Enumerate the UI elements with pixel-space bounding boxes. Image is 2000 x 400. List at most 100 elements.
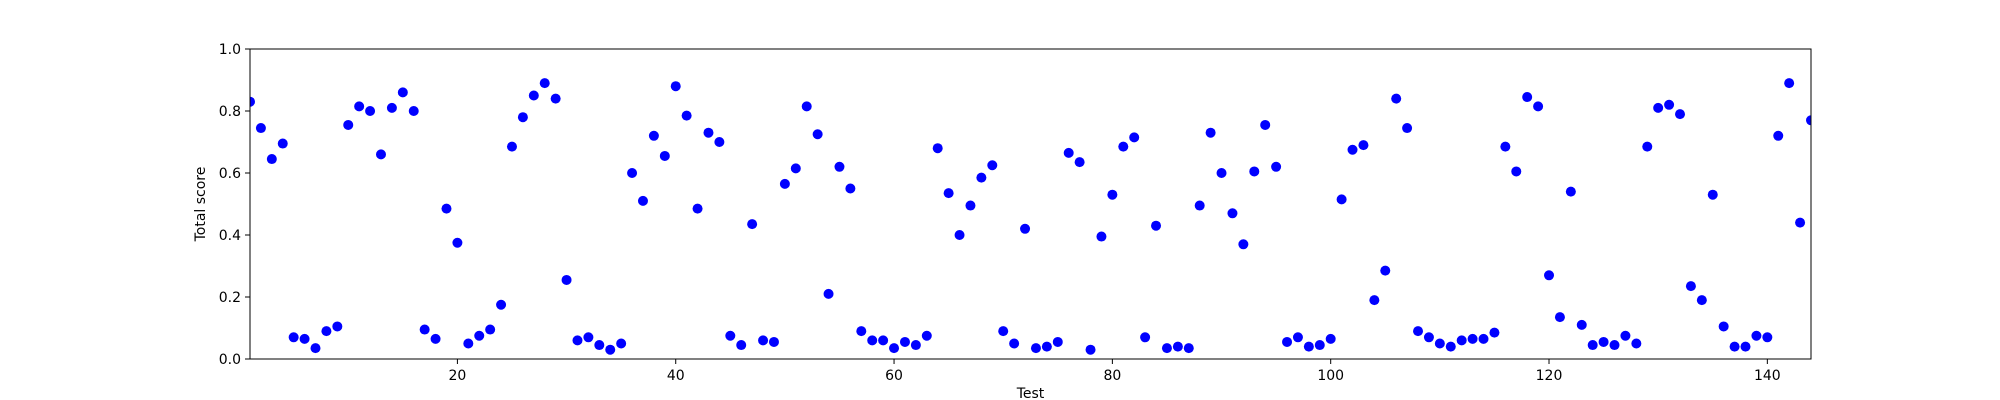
y-axis-ticks: 0.0 0.2 0.4 0.6 0.8 1.0 bbox=[219, 42, 250, 368]
data-point bbox=[1020, 223, 1031, 234]
data-point bbox=[1533, 101, 1544, 112]
data-point bbox=[1183, 343, 1194, 354]
data-point bbox=[1292, 332, 1303, 343]
scatter-points bbox=[250, 78, 1811, 355]
data-point bbox=[1336, 194, 1347, 205]
data-point bbox=[1271, 161, 1282, 172]
data-point bbox=[1282, 336, 1293, 347]
data-point bbox=[1063, 147, 1074, 158]
data-point bbox=[1402, 123, 1413, 134]
data-point bbox=[485, 324, 496, 335]
data-point bbox=[823, 288, 834, 299]
x-axis-ticks: 20 40 60 80 100 120 140 bbox=[448, 359, 1781, 384]
data-point bbox=[1074, 157, 1085, 168]
data-point bbox=[768, 336, 779, 347]
data-point bbox=[605, 344, 616, 355]
data-point bbox=[812, 129, 823, 140]
data-point bbox=[659, 150, 670, 161]
data-point bbox=[386, 102, 397, 113]
data-point bbox=[1249, 166, 1260, 177]
data-point bbox=[779, 178, 790, 189]
data-point bbox=[1151, 220, 1162, 231]
data-point bbox=[288, 332, 299, 343]
data-point bbox=[1718, 321, 1729, 332]
data-point bbox=[1806, 115, 1811, 126]
data-point bbox=[714, 137, 725, 147]
data-point bbox=[1642, 141, 1653, 152]
data-point bbox=[1795, 217, 1806, 228]
x-tick-label: 100 bbox=[1317, 368, 1344, 384]
data-point bbox=[1303, 341, 1314, 352]
data-point bbox=[867, 335, 878, 346]
data-point bbox=[250, 96, 255, 107]
data-point bbox=[1314, 340, 1325, 351]
data-point bbox=[1052, 336, 1063, 347]
data-point bbox=[1041, 341, 1052, 352]
data-point bbox=[801, 101, 812, 112]
data-point bbox=[474, 330, 485, 341]
data-point bbox=[1500, 141, 1511, 152]
data-point bbox=[343, 119, 354, 130]
y-tick-label: 0.6 bbox=[219, 166, 241, 182]
y-tick-label: 1.0 bbox=[219, 42, 241, 58]
data-point bbox=[572, 335, 583, 346]
data-point bbox=[430, 333, 441, 344]
data-point bbox=[354, 101, 365, 112]
data-point bbox=[408, 106, 419, 116]
data-point bbox=[1631, 338, 1642, 349]
data-point bbox=[1587, 340, 1598, 351]
data-point bbox=[932, 143, 943, 154]
data-point bbox=[670, 81, 681, 92]
data-point bbox=[463, 338, 474, 349]
data-point bbox=[1740, 341, 1751, 352]
data-point bbox=[1118, 141, 1129, 152]
data-point bbox=[583, 332, 594, 343]
data-point bbox=[954, 230, 965, 240]
data-point bbox=[1511, 166, 1522, 177]
data-point bbox=[976, 172, 987, 183]
data-point bbox=[627, 168, 638, 178]
data-point bbox=[1620, 330, 1631, 341]
data-point bbox=[1664, 99, 1675, 110]
data-point bbox=[255, 123, 266, 134]
data-point bbox=[1369, 295, 1380, 306]
data-point bbox=[1675, 109, 1686, 120]
x-tick-label: 60 bbox=[885, 368, 903, 384]
y-tick-label: 0.8 bbox=[219, 104, 241, 120]
x-axis-label: Test bbox=[1016, 386, 1045, 400]
x-tick-label: 40 bbox=[667, 368, 685, 384]
data-point bbox=[998, 326, 1009, 337]
data-point bbox=[1576, 319, 1587, 330]
data-point bbox=[561, 274, 572, 285]
data-point bbox=[1784, 78, 1795, 89]
data-point bbox=[452, 237, 463, 248]
data-point bbox=[1707, 189, 1718, 200]
data-point bbox=[539, 78, 550, 89]
data-point bbox=[1030, 343, 1041, 354]
data-point bbox=[965, 200, 976, 211]
data-point bbox=[517, 112, 528, 123]
data-point bbox=[1456, 335, 1467, 346]
data-point bbox=[321, 326, 332, 337]
data-point bbox=[790, 163, 801, 174]
data-point bbox=[1696, 295, 1707, 306]
data-point bbox=[299, 333, 310, 344]
x-tick-label: 140 bbox=[1754, 368, 1781, 384]
data-point bbox=[365, 106, 376, 116]
data-point bbox=[1522, 92, 1533, 103]
data-point bbox=[1194, 200, 1205, 211]
x-tick-label: 120 bbox=[1536, 368, 1563, 384]
data-point bbox=[1478, 333, 1489, 344]
data-point bbox=[266, 154, 277, 165]
data-point bbox=[1413, 326, 1424, 337]
x-tick-label: 20 bbox=[448, 368, 466, 384]
data-point bbox=[528, 90, 539, 101]
data-point bbox=[1423, 332, 1434, 343]
data-point bbox=[856, 326, 867, 337]
data-point bbox=[1773, 130, 1784, 141]
data-point bbox=[1729, 341, 1740, 352]
data-point bbox=[550, 93, 561, 104]
data-point bbox=[419, 324, 430, 335]
data-point bbox=[889, 343, 900, 354]
